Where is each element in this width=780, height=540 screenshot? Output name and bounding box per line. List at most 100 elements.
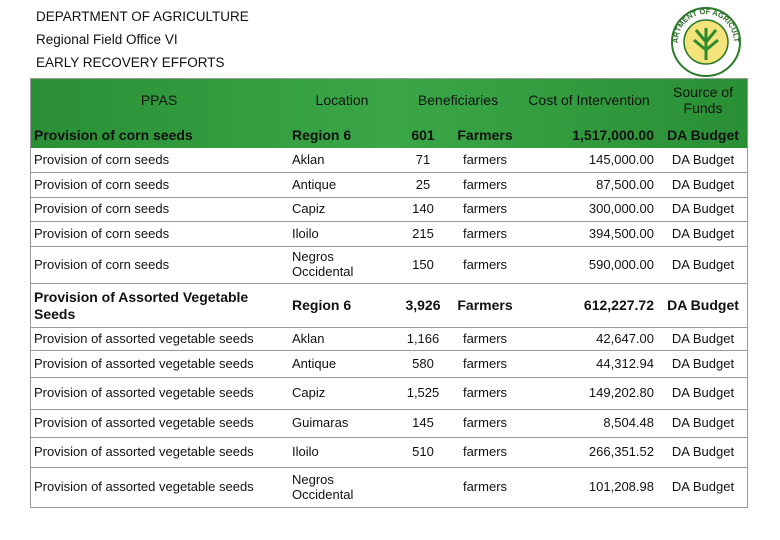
table-cell: 601 — [411, 126, 435, 143]
table-cell: Provision of assorted vegetable seeds — [34, 330, 254, 346]
table-cell: DA Budget — [671, 225, 735, 241]
table-cell: Region 6 — [292, 126, 352, 143]
table-cell: DA Budget — [671, 330, 735, 346]
table-cell: 145,000.00 — [588, 151, 654, 167]
table-cell: DA Budget — [667, 126, 739, 143]
table-cell: Capiz — [292, 201, 326, 217]
table-cell: Region 6 — [292, 297, 352, 314]
table-cell: 149,202.80 — [588, 385, 654, 401]
table-cell: Farmers — [457, 126, 513, 143]
table-cell: Provision of Assorted Vegetable Seeds — [34, 289, 249, 322]
column-header: Source of Funds — [673, 83, 733, 116]
table-cell: Provision of corn seeds — [34, 256, 170, 272]
table-row: Provision of assorted vegetable seeds Ilo… — [30, 438, 748, 468]
table-row: Provision of assorted vegetable seeds Akl… — [30, 328, 748, 351]
table-cell: 215 — [412, 225, 434, 241]
table-row: Provision of assorted vegetable seeds Neg… — [30, 468, 748, 508]
table-cell: 510 — [412, 444, 434, 460]
subtitle: Regional Field Office VI — [36, 32, 178, 47]
table-cell: farmers — [462, 176, 508, 192]
table-cell: 25 — [415, 176, 431, 192]
table-cell: 101,208.98 — [588, 479, 654, 495]
header-row: PPAS Location Beneficiaries Cost of Interve… — [30, 78, 748, 148]
table-cell: DA Budget — [671, 355, 735, 371]
table-cell: 590,000.00 — [588, 256, 654, 272]
heading: EARLY RECOVERY EFFORTS — [36, 55, 225, 70]
table-cell: farmers — [462, 330, 508, 346]
table-cell: 71 — [415, 151, 431, 167]
table-cell: DA Budget — [671, 444, 735, 460]
table-cell: Aklan — [292, 330, 325, 346]
table-cell: Provision of assorted vegetable seeds — [34, 479, 254, 495]
table-cell: 44,312.94 — [596, 355, 654, 371]
table-cell: 266,351.52 — [588, 444, 654, 460]
column-header: Beneficiaries — [417, 91, 499, 108]
column-header: PPAS — [140, 91, 178, 108]
title: DEPARTMENT OF AGRICULTURE — [36, 9, 249, 24]
table-cell: Provision of corn seeds — [34, 126, 193, 143]
table-cell: farmers — [462, 385, 508, 401]
summary-row: Provision of corn seeds Region 6 601 Farmer… — [30, 122, 748, 148]
table-cell: farmers — [462, 355, 508, 371]
table-cell: farmers — [462, 444, 508, 460]
table-cell: DA Budget — [667, 297, 739, 314]
table-cell: 3,926 — [405, 297, 441, 314]
table-cell: DA Budget — [671, 415, 735, 431]
table-row: Provision of corn seeds Aklan 71 farmers 145… — [30, 148, 748, 173]
table-cell: 1,166 — [406, 330, 440, 346]
table-cell: Provision of corn seeds — [34, 151, 170, 167]
table-cell: 300,000.00 — [588, 201, 654, 217]
table-cell: Antique — [292, 176, 337, 192]
table-row: Provision of assorted vegetable seeds Ant… — [30, 351, 748, 378]
table-cell: Negros Occidental — [292, 249, 354, 279]
table-cell: DA Budget — [671, 201, 735, 217]
table-cell: Iloilo — [292, 444, 319, 460]
table-cell: farmers — [462, 479, 508, 495]
table-cell: farmers — [462, 201, 508, 217]
table-cell: Farmers — [457, 297, 513, 314]
table-cell: Provision of assorted vegetable seeds — [34, 415, 254, 431]
table-cell: 8,504.48 — [603, 415, 654, 431]
table-cell: 394,500.00 — [588, 225, 654, 241]
table-row: Provision of corn seeds Iloilo 215 farmers 3… — [30, 222, 748, 247]
table-cell: 42,647.00 — [596, 330, 654, 346]
column-header: Cost of Intervention — [528, 91, 650, 108]
table-cell: DA Budget — [671, 256, 735, 272]
table-cell: 150 — [412, 256, 434, 272]
table-cell: farmers — [462, 415, 508, 431]
table-cell: Provision of assorted vegetable seeds — [34, 355, 254, 371]
table-cell: Capiz — [292, 385, 326, 401]
table-cell: Iloilo — [292, 225, 319, 241]
table-cell: Negros Occidental — [292, 471, 354, 502]
table-cell: DA Budget — [671, 385, 735, 401]
table-cell: 145 — [412, 415, 434, 431]
table-row: Provision of assorted vegetable seeds Gui… — [30, 410, 748, 438]
table-cell: farmers — [462, 256, 508, 272]
table-cell: DA Budget — [671, 479, 735, 495]
table-cell: 580 — [412, 355, 434, 371]
logo-plant — [693, 28, 719, 60]
table-cell: Provision of corn seeds — [34, 201, 170, 217]
logo: DEPARTMENT OF AGRICULTURE — [664, 2, 741, 77]
column-header: Location — [315, 91, 369, 108]
table-cell: Guimaras — [292, 415, 349, 431]
table-cell: Provision of assorted vegetable seeds — [34, 385, 254, 401]
table-row: Provision of corn seeds Antique 25 farmers 8… — [30, 173, 748, 198]
table-cell: DA Budget — [671, 176, 735, 192]
table-cell: 87,500.00 — [596, 176, 654, 192]
summary-row: Provision of Assorted Vegetable Seeds Reg… — [30, 284, 748, 328]
table-row: Provision of assorted vegetable seeds Cap… — [30, 378, 748, 410]
table-cell: farmers — [462, 225, 508, 241]
table-row: Provision of corn seeds Capiz 140 farmers 30… — [30, 198, 748, 222]
table-cell: Antique — [292, 355, 337, 371]
table-cell: Provision of corn seeds — [34, 225, 170, 241]
table-cell: DA Budget — [671, 151, 735, 167]
table-cell: farmers — [462, 151, 508, 167]
table-cell: Provision of corn seeds — [34, 176, 170, 192]
table-cell: Provision of assorted vegetable seeds — [34, 444, 254, 460]
table: PPAS Location Beneficiaries Cost of Interve… — [30, 78, 748, 508]
table-cell: Aklan — [292, 151, 325, 167]
table-cell: 1,525 — [406, 385, 440, 401]
table-cell: 1,517,000.00 — [572, 126, 654, 143]
